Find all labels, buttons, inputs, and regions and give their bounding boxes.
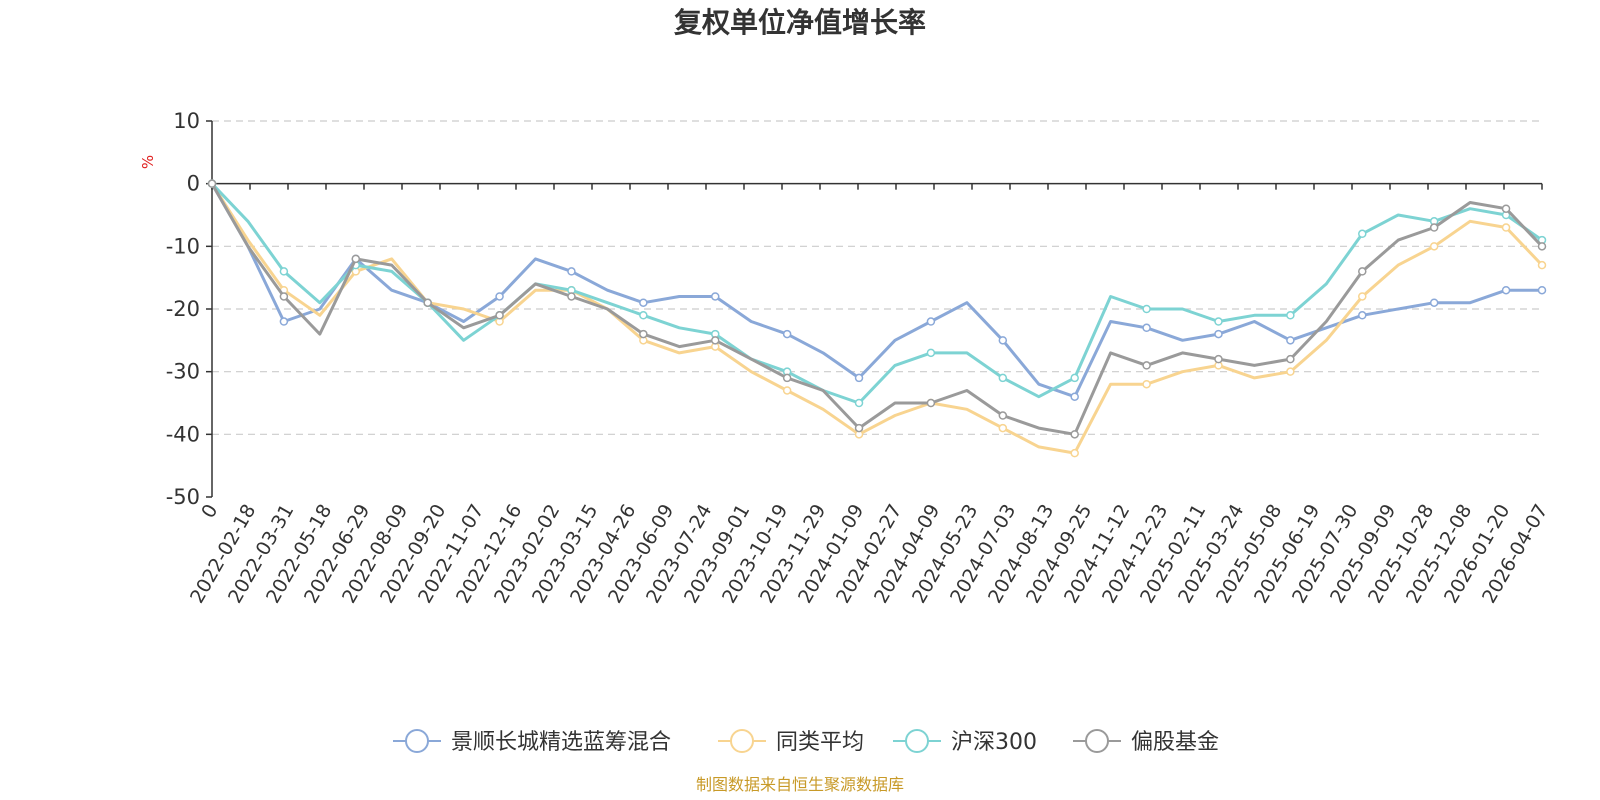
data-point — [567, 292, 576, 301]
data-point — [1537, 260, 1547, 270]
data-point — [710, 336, 720, 345]
data-point — [926, 348, 936, 358]
data-point — [1070, 448, 1079, 458]
x-tick-label: 0 — [197, 501, 222, 522]
y-tick-label: -20 — [166, 297, 200, 321]
data-point — [1142, 379, 1151, 389]
legend-label: 同类平均 — [776, 730, 864, 755]
data-point — [495, 311, 504, 320]
data-point — [782, 373, 792, 383]
axes: 100-10-20-30-40-5002022-02-182022-03-312… — [166, 109, 1553, 607]
data-point — [1429, 242, 1439, 251]
data-point — [998, 373, 1008, 383]
data-point — [1501, 204, 1511, 213]
legend-marker-icon — [405, 729, 429, 753]
series-line-1 — [210, 182, 1544, 455]
grid-lines — [212, 120, 1542, 435]
legend-marker-icon — [905, 729, 929, 753]
data-point — [279, 317, 289, 326]
legend-label: 偏股基金 — [1131, 730, 1219, 755]
data-point — [1429, 298, 1439, 307]
data-point — [926, 317, 936, 326]
data-point — [1501, 285, 1511, 295]
data-point — [854, 398, 864, 408]
legend-item-3[interactable]: 偏股基金 — [1073, 729, 1219, 755]
data-point — [1070, 392, 1079, 401]
data-point — [1070, 430, 1079, 439]
data-point — [782, 386, 792, 395]
y-tick-label: -30 — [166, 360, 200, 384]
data-point — [1537, 285, 1547, 295]
y-tick-label: -10 — [166, 234, 200, 258]
data-point — [1501, 223, 1511, 232]
y-tick-label: -50 — [166, 485, 200, 509]
legend-label: 景顺长城精选蓝筹混合 — [451, 730, 671, 755]
chart-title: 复权单位净值增长率 — [674, 6, 926, 39]
series-lines — [207, 179, 1547, 458]
data-point — [639, 329, 648, 339]
legend-label: 沪深300 — [951, 730, 1037, 755]
data-point — [279, 292, 289, 301]
data-point — [495, 292, 504, 301]
y-tick-label: 0 — [187, 172, 200, 196]
data-point — [1214, 317, 1223, 326]
data-point — [1286, 336, 1295, 345]
legend-item-0[interactable]: 景顺长城精选蓝筹混合 — [393, 729, 671, 755]
series-line-3 — [210, 182, 1544, 436]
data-point — [1142, 323, 1151, 333]
data-source-note: 制图数据来自恒生聚源数据库 — [696, 775, 904, 794]
data-point — [1286, 354, 1295, 364]
legend-item-2[interactable]: 沪深300 — [893, 729, 1037, 755]
data-point — [1142, 304, 1151, 314]
data-point — [998, 411, 1008, 420]
data-point — [854, 423, 864, 433]
y-tick-label: 10 — [173, 109, 200, 133]
data-point — [998, 336, 1008, 345]
data-point — [639, 311, 648, 320]
data-point — [710, 292, 720, 301]
data-point — [854, 373, 864, 383]
data-point — [351, 254, 361, 264]
legend-item-1[interactable]: 同类平均 — [718, 729, 864, 755]
data-point — [1214, 329, 1223, 339]
data-point — [639, 298, 648, 307]
data-point — [1286, 311, 1295, 320]
y-axis-unit: % — [139, 155, 157, 169]
legend[interactable]: 景顺长城精选蓝筹混合 同类平均 沪深300 偏股基金 — [393, 729, 1219, 755]
series-0 — [207, 179, 1547, 401]
data-point — [926, 398, 936, 408]
data-point — [279, 267, 289, 276]
data-point — [1214, 354, 1223, 364]
data-point — [1142, 361, 1151, 370]
data-point — [423, 298, 432, 307]
data-point — [1358, 292, 1367, 301]
data-point — [998, 423, 1008, 433]
data-point — [207, 179, 217, 188]
legend-marker-icon — [1085, 729, 1109, 753]
series-2 — [207, 179, 1547, 408]
data-point — [1070, 373, 1079, 383]
series-line-2 — [210, 182, 1543, 405]
data-point — [1358, 267, 1367, 276]
data-point — [1286, 367, 1295, 376]
data-point — [567, 267, 576, 276]
y-tick-label: -40 — [166, 422, 200, 446]
data-point — [1537, 242, 1547, 251]
series-3 — [207, 179, 1547, 439]
data-point — [1429, 223, 1439, 232]
data-point — [782, 329, 792, 339]
data-point — [1358, 311, 1367, 320]
data-point — [1358, 229, 1367, 239]
legend-marker-icon — [730, 729, 754, 753]
